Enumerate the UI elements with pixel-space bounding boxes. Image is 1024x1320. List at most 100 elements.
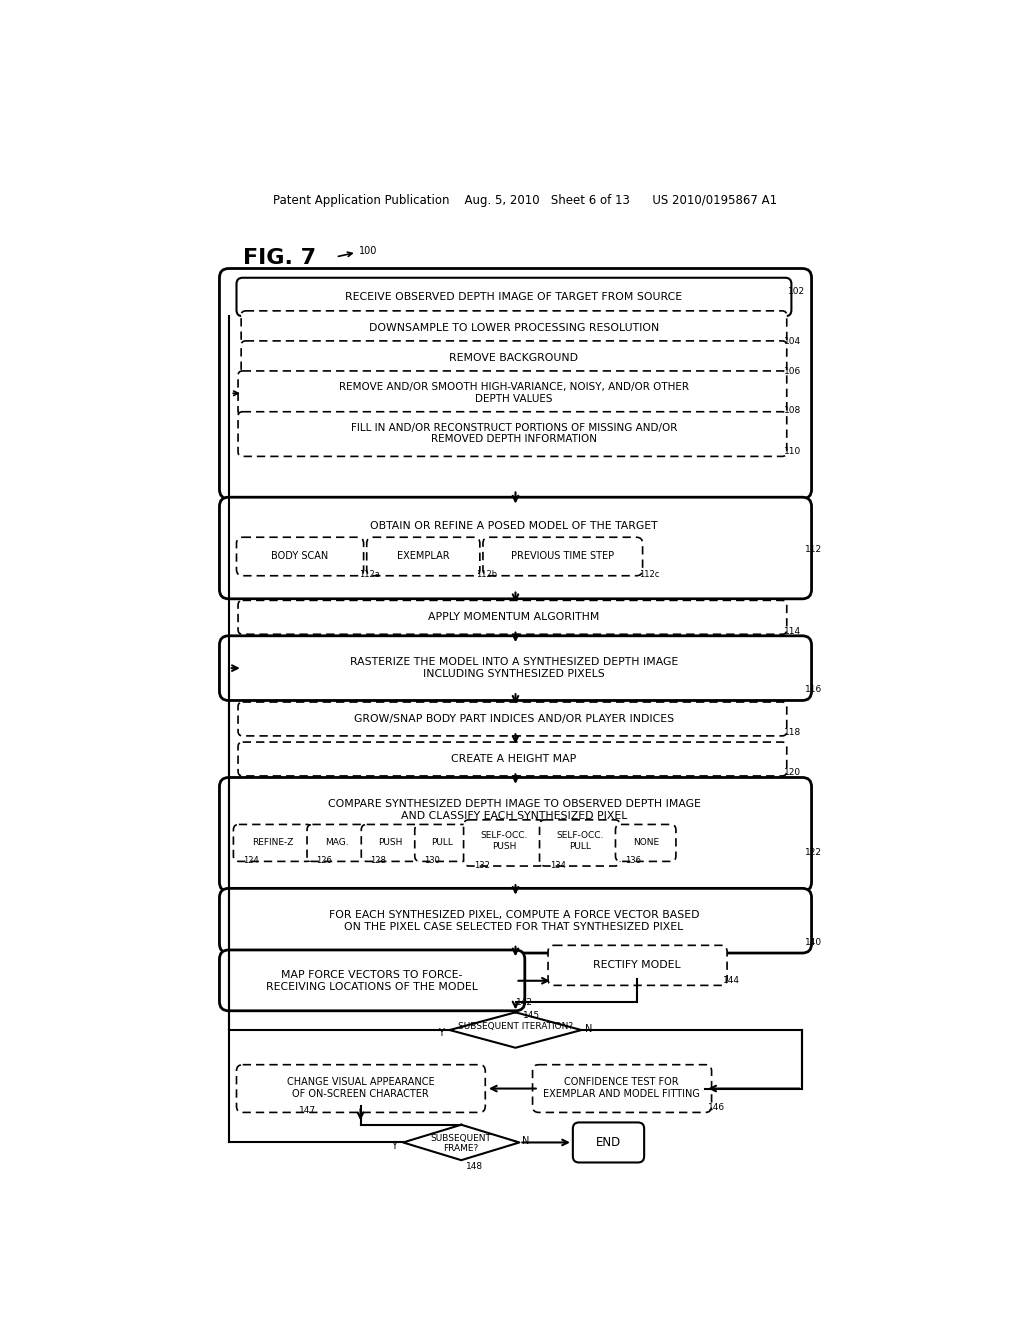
Text: 140: 140 bbox=[805, 937, 821, 946]
FancyBboxPatch shape bbox=[548, 945, 727, 985]
Text: SUBSEQUENT: SUBSEQUENT bbox=[431, 1134, 492, 1143]
Text: 100: 100 bbox=[359, 246, 377, 256]
Text: 112b: 112b bbox=[476, 570, 497, 578]
Text: COMPARE SYNTHESIZED DEPTH IMAGE TO OBSERVED DEPTH IMAGE: COMPARE SYNTHESIZED DEPTH IMAGE TO OBSER… bbox=[328, 799, 700, 809]
Text: FIG. 7: FIG. 7 bbox=[243, 248, 315, 268]
Text: RECEIVING LOCATIONS OF THE MODEL: RECEIVING LOCATIONS OF THE MODEL bbox=[266, 982, 478, 991]
Text: ON THE PIXEL CASE SELECTED FOR THAT SYNTHESIZED PIXEL: ON THE PIXEL CASE SELECTED FOR THAT SYNT… bbox=[344, 921, 684, 932]
Text: PREVIOUS TIME STEP: PREVIOUS TIME STEP bbox=[511, 552, 614, 561]
FancyBboxPatch shape bbox=[219, 777, 812, 891]
Text: REMOVE AND/OR SMOOTH HIGH-VARIANCE, NOISY, AND/OR OTHER: REMOVE AND/OR SMOOTH HIGH-VARIANCE, NOIS… bbox=[339, 381, 689, 392]
Text: REMOVE BACKGROUND: REMOVE BACKGROUND bbox=[450, 352, 579, 363]
Text: 120: 120 bbox=[784, 768, 802, 777]
Text: 134: 134 bbox=[550, 861, 566, 870]
FancyBboxPatch shape bbox=[483, 537, 643, 576]
Text: AND CLASSIFY EACH SYNTHESIZED PIXEL: AND CLASSIFY EACH SYNTHESIZED PIXEL bbox=[400, 810, 627, 821]
Text: 102: 102 bbox=[788, 286, 806, 296]
Text: Y: Y bbox=[391, 1140, 397, 1151]
Text: DEPTH VALUES: DEPTH VALUES bbox=[475, 393, 553, 404]
Text: 145: 145 bbox=[523, 1011, 541, 1020]
Text: 142: 142 bbox=[515, 998, 532, 1007]
FancyBboxPatch shape bbox=[532, 1065, 712, 1113]
Text: EXEMPLAR: EXEMPLAR bbox=[397, 552, 450, 561]
Text: BODY SCAN: BODY SCAN bbox=[271, 552, 329, 561]
Text: INCLUDING SYNTHESIZED PIXELS: INCLUDING SYNTHESIZED PIXELS bbox=[423, 669, 605, 680]
Text: 128: 128 bbox=[371, 855, 386, 865]
Text: SELF-OCC.: SELF-OCC. bbox=[480, 830, 527, 840]
Text: END: END bbox=[596, 1137, 622, 1148]
Text: PUSH: PUSH bbox=[492, 842, 516, 851]
FancyBboxPatch shape bbox=[237, 1065, 485, 1113]
Text: 112c: 112c bbox=[639, 570, 659, 578]
Text: 144: 144 bbox=[723, 977, 740, 985]
FancyBboxPatch shape bbox=[238, 371, 786, 416]
FancyBboxPatch shape bbox=[572, 1122, 644, 1163]
Text: 126: 126 bbox=[316, 855, 332, 865]
FancyBboxPatch shape bbox=[219, 498, 812, 599]
FancyBboxPatch shape bbox=[233, 825, 312, 862]
Text: REMOVED DEPTH INFORMATION: REMOVED DEPTH INFORMATION bbox=[431, 434, 597, 445]
FancyBboxPatch shape bbox=[241, 341, 786, 375]
FancyBboxPatch shape bbox=[464, 820, 544, 866]
Text: 118: 118 bbox=[784, 729, 802, 737]
FancyBboxPatch shape bbox=[307, 825, 366, 862]
Text: 112: 112 bbox=[805, 545, 821, 554]
Text: OF ON-SCREEN CHARACTER: OF ON-SCREEN CHARACTER bbox=[292, 1089, 429, 1100]
Text: 110: 110 bbox=[784, 447, 802, 457]
Text: FILL IN AND/OR RECONSTRUCT PORTIONS OF MISSING AND/OR: FILL IN AND/OR RECONSTRUCT PORTIONS OF M… bbox=[351, 422, 677, 433]
Text: PULL: PULL bbox=[431, 838, 453, 847]
Text: NONE: NONE bbox=[633, 838, 658, 847]
FancyBboxPatch shape bbox=[238, 702, 786, 737]
FancyBboxPatch shape bbox=[219, 636, 812, 701]
Text: SELF-OCC.: SELF-OCC. bbox=[556, 830, 603, 840]
Text: 112a: 112a bbox=[359, 570, 380, 578]
Text: 114: 114 bbox=[784, 627, 802, 635]
Text: 104: 104 bbox=[784, 337, 802, 346]
Text: N: N bbox=[586, 1023, 593, 1034]
Text: 132: 132 bbox=[474, 861, 489, 870]
FancyBboxPatch shape bbox=[238, 601, 786, 635]
FancyBboxPatch shape bbox=[237, 537, 364, 576]
Text: 147: 147 bbox=[299, 1106, 315, 1115]
Text: RECTIFY MODEL: RECTIFY MODEL bbox=[593, 961, 681, 970]
Text: SUBSEQUENT ITERATION?: SUBSEQUENT ITERATION? bbox=[458, 1023, 573, 1031]
FancyBboxPatch shape bbox=[361, 825, 420, 862]
Text: OBTAIN OR REFINE A POSED MODEL OF THE TARGET: OBTAIN OR REFINE A POSED MODEL OF THE TA… bbox=[370, 521, 657, 532]
Text: FOR EACH SYNTHESIZED PIXEL, COMPUTE A FORCE VECTOR BASED: FOR EACH SYNTHESIZED PIXEL, COMPUTE A FO… bbox=[329, 909, 699, 920]
FancyBboxPatch shape bbox=[241, 312, 786, 345]
Text: PULL: PULL bbox=[569, 842, 591, 851]
FancyBboxPatch shape bbox=[238, 742, 786, 776]
Text: GROW/SNAP BODY PART INDICES AND/OR PLAYER INDICES: GROW/SNAP BODY PART INDICES AND/OR PLAYE… bbox=[354, 714, 674, 723]
Text: CREATE A HEIGHT MAP: CREATE A HEIGHT MAP bbox=[452, 754, 577, 764]
Text: DOWNSAMPLE TO LOWER PROCESSING RESOLUTION: DOWNSAMPLE TO LOWER PROCESSING RESOLUTIO… bbox=[369, 323, 659, 333]
FancyBboxPatch shape bbox=[615, 825, 676, 862]
Text: 130: 130 bbox=[424, 855, 440, 865]
Text: 108: 108 bbox=[784, 407, 802, 416]
Text: REFINE-Z: REFINE-Z bbox=[252, 838, 294, 847]
Text: PUSH: PUSH bbox=[379, 838, 402, 847]
Text: CONFIDENCE TEST FOR: CONFIDENCE TEST FOR bbox=[564, 1077, 679, 1088]
FancyBboxPatch shape bbox=[237, 277, 792, 317]
FancyBboxPatch shape bbox=[219, 268, 812, 499]
FancyBboxPatch shape bbox=[540, 820, 621, 866]
Text: Patent Application Publication    Aug. 5, 2010   Sheet 6 of 13      US 2010/0195: Patent Application Publication Aug. 5, 2… bbox=[272, 194, 777, 207]
Text: 146: 146 bbox=[708, 1104, 725, 1113]
FancyBboxPatch shape bbox=[415, 825, 469, 862]
Text: RASTERIZE THE MODEL INTO A SYNTHESIZED DEPTH IMAGE: RASTERIZE THE MODEL INTO A SYNTHESIZED D… bbox=[350, 657, 678, 667]
Text: 136: 136 bbox=[626, 855, 642, 865]
FancyBboxPatch shape bbox=[238, 412, 786, 457]
Text: MAG.: MAG. bbox=[325, 838, 348, 847]
Text: MAP FORCE VECTORS TO FORCE-: MAP FORCE VECTORS TO FORCE- bbox=[282, 970, 463, 979]
Text: 116: 116 bbox=[805, 685, 822, 694]
Text: EXEMPLAR AND MODEL FITTING: EXEMPLAR AND MODEL FITTING bbox=[544, 1089, 700, 1100]
Text: FRAME?: FRAME? bbox=[443, 1144, 479, 1154]
Text: Y: Y bbox=[437, 1028, 443, 1038]
FancyBboxPatch shape bbox=[367, 537, 480, 576]
FancyBboxPatch shape bbox=[219, 888, 812, 953]
Text: RECEIVE OBSERVED DEPTH IMAGE OF TARGET FROM SOURCE: RECEIVE OBSERVED DEPTH IMAGE OF TARGET F… bbox=[345, 292, 683, 302]
Text: 122: 122 bbox=[805, 849, 821, 857]
FancyBboxPatch shape bbox=[219, 950, 524, 1011]
Text: 106: 106 bbox=[784, 367, 802, 376]
Text: 148: 148 bbox=[466, 1162, 483, 1171]
Text: APPLY MOMENTUM ALGORITHM: APPLY MOMENTUM ALGORITHM bbox=[428, 612, 600, 622]
